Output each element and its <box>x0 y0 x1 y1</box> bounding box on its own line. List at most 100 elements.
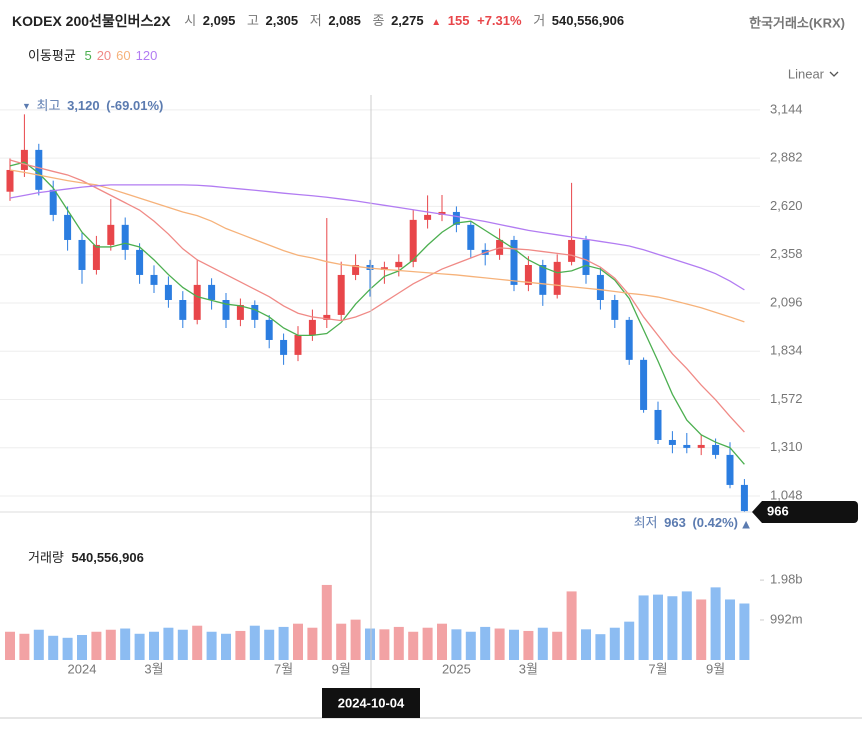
low-marker-change: (0.42%) <box>692 515 738 530</box>
candle-body <box>64 214 72 240</box>
scale-toggle[interactable]: Linear <box>788 66 825 81</box>
volume-bar <box>321 584 332 660</box>
field-label: 고 <box>247 13 259 28</box>
candle-body <box>150 274 158 285</box>
volume-bar <box>105 629 116 660</box>
x-tick-label: 2024 <box>68 661 97 676</box>
legend-entry[interactable]: 120 <box>136 48 158 63</box>
candle-body <box>208 284 216 301</box>
header: KODEX 200선물인버스2X 시 2,095 고 2,305 저 2,085… <box>12 13 624 29</box>
candle-body <box>308 319 316 335</box>
y-tick-label: 1,310 <box>770 439 803 454</box>
legend-entry[interactable]: 20 <box>97 48 111 63</box>
volume-bar <box>134 633 145 660</box>
candle-body <box>726 454 734 485</box>
volume-bar <box>62 637 73 660</box>
candle-body <box>409 219 417 262</box>
field-value: 540,556,906 <box>552 13 624 28</box>
volume-bar <box>566 591 577 660</box>
field-label: 시 <box>184 13 196 28</box>
change-arrow: ▲ <box>431 17 441 28</box>
volume-bar <box>725 599 735 660</box>
field-value: 2,275 <box>391 13 424 28</box>
candle-body <box>640 359 648 410</box>
volume-bar <box>77 634 87 660</box>
crosshair-label-box <box>322 688 420 718</box>
candle-body <box>236 304 244 320</box>
volume-bar <box>307 627 318 660</box>
volume-bar <box>264 629 275 660</box>
candle-body <box>740 484 748 512</box>
y-tick-label: 1,834 <box>770 343 803 358</box>
volume-bar <box>33 629 44 660</box>
last-price: 966 <box>767 503 789 518</box>
dropdown-icon[interactable] <box>829 71 839 77</box>
y-tick-label: 2,096 <box>770 294 803 309</box>
volume-bar <box>48 635 59 660</box>
volume-bar <box>393 626 404 660</box>
candle-body <box>467 224 475 250</box>
candle-body <box>78 239 86 270</box>
field-label: 종 <box>372 13 384 28</box>
volume-bar <box>365 628 375 660</box>
legend: 이동평균 5 20 60 120 <box>28 48 157 63</box>
volume-bar <box>206 631 217 660</box>
candle-body <box>49 189 57 215</box>
volume-title: 거래량 540,556,906 <box>28 550 144 565</box>
x-tick-label: 7월 <box>648 661 667 676</box>
candle-body <box>179 300 187 320</box>
volume-bar <box>278 626 289 660</box>
volume-bar <box>653 594 663 660</box>
y-tick-label: 1,048 <box>770 487 803 502</box>
volume-bar <box>465 631 476 660</box>
moving-average <box>9 159 745 433</box>
y-tick-label: 2,358 <box>770 246 803 261</box>
moving-average <box>9 161 745 465</box>
field-value: 2,085 <box>328 13 361 28</box>
volume-bar <box>163 627 174 660</box>
candle-body <box>697 444 705 448</box>
candle-body <box>352 265 360 275</box>
candle-body <box>395 261 403 268</box>
volume-bar <box>480 626 491 660</box>
low-marker-label: 최저 <box>634 515 658 530</box>
y-tick-label: 1,572 <box>770 391 803 406</box>
x-tick-label: 2025 <box>442 661 471 676</box>
field-value: 2,305 <box>266 13 299 28</box>
candle-body <box>510 239 518 285</box>
candle-body <box>136 249 144 275</box>
candle-body <box>20 149 28 170</box>
volume-bar <box>451 629 462 660</box>
low-marker: 최저 963 (0.42%) <box>634 515 738 530</box>
change-pct: +7.31% <box>477 13 522 28</box>
volume-bar <box>408 631 419 660</box>
candle-body <box>222 300 230 320</box>
legend-title: 이동평균 <box>28 48 76 63</box>
y-tick-label: 2,882 <box>770 150 803 165</box>
candle-body <box>568 239 576 262</box>
volume-bar <box>638 595 649 660</box>
volume-bar <box>494 628 505 660</box>
volume-bar <box>710 587 721 660</box>
volume-bar <box>177 629 188 660</box>
candle-body <box>452 211 460 225</box>
title: KODEX 200선물인버스2X <box>12 13 171 29</box>
volume-bar <box>667 596 678 660</box>
legend-entry[interactable]: 60 <box>116 48 130 63</box>
change-value: 155 <box>448 13 470 28</box>
candle-body <box>164 284 172 301</box>
volume-bar <box>523 630 534 660</box>
volume-bar <box>293 623 303 660</box>
legend-entry[interactable]: 5 <box>84 48 91 63</box>
x-tick-label: 9월 <box>706 661 725 676</box>
candle-body <box>251 304 259 320</box>
candle-body <box>668 439 676 445</box>
moving-average <box>9 169 745 323</box>
volume-bar <box>681 591 692 660</box>
low-marker-arrow: ▲ <box>740 516 753 531</box>
y-tick-label: 1.98b <box>770 572 803 587</box>
candle-body <box>625 319 633 360</box>
y-tick-label: 3,144 <box>770 101 803 116</box>
